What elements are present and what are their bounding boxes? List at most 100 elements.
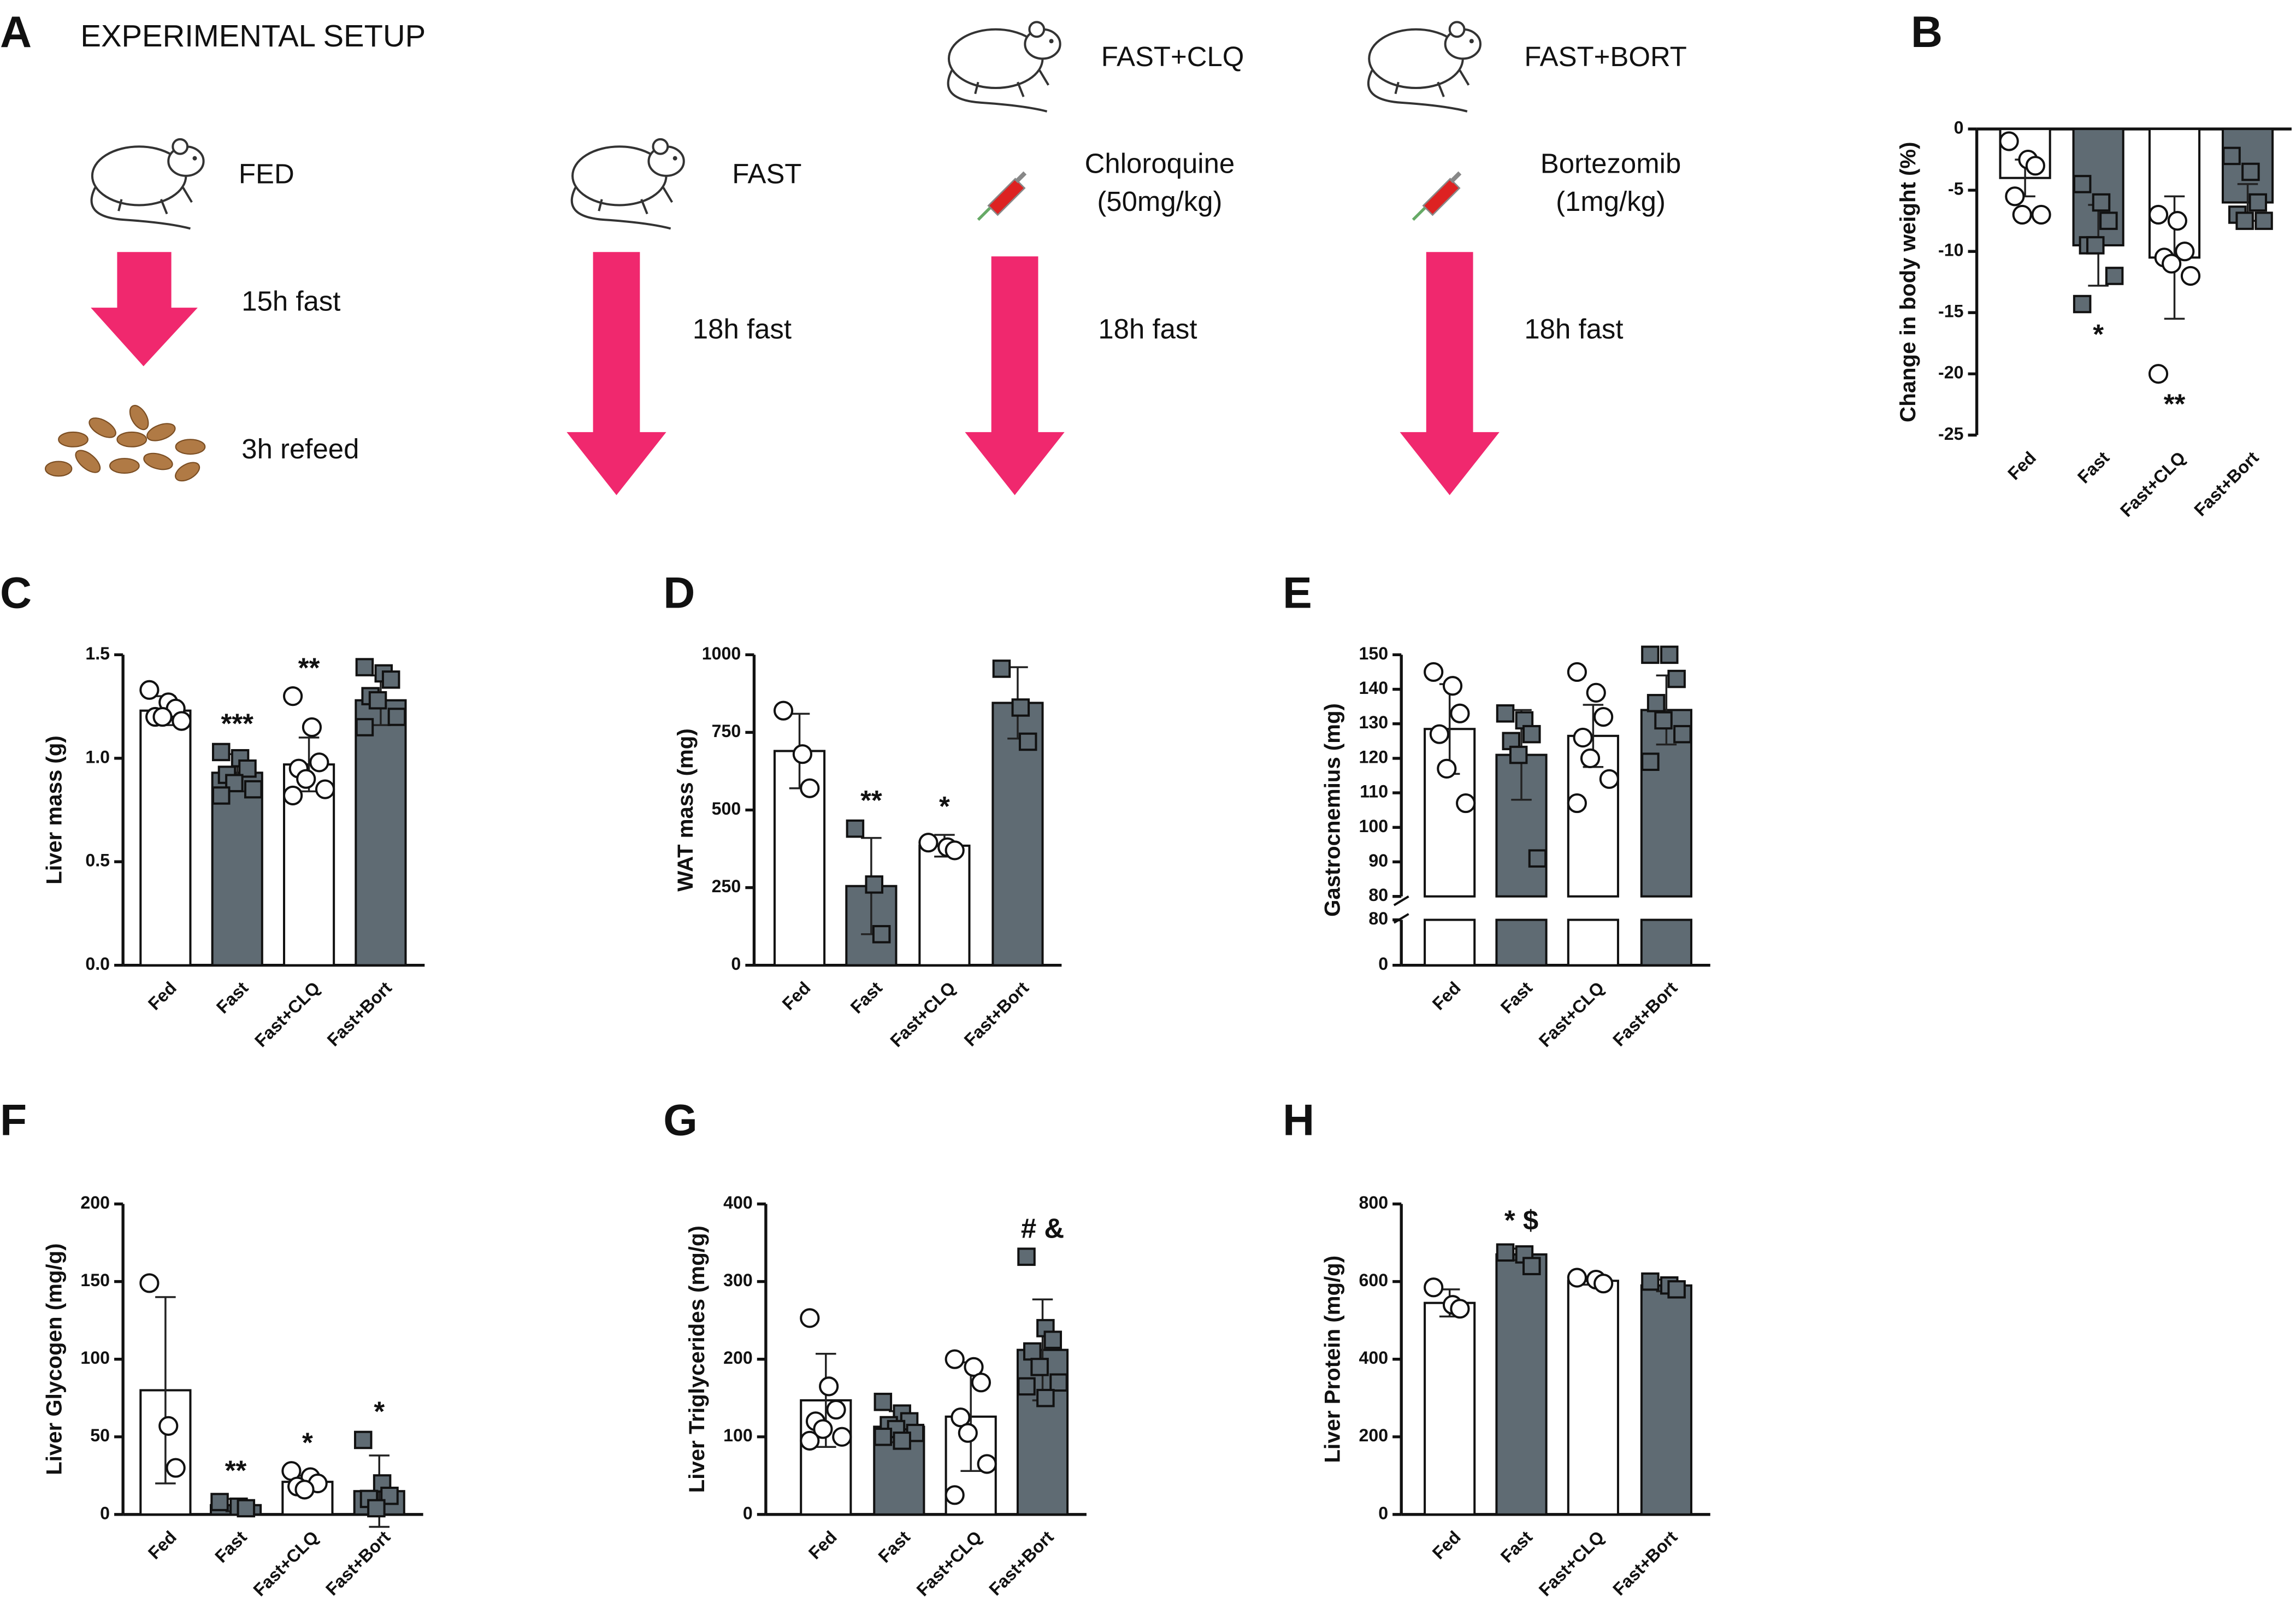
y-tick-label: 150 <box>1359 644 1388 663</box>
y-tick-label: 110 <box>1360 782 1388 802</box>
x-tick-label: Fed <box>778 978 814 1014</box>
panel-letter: B <box>1911 8 1943 57</box>
y-tick-label: -5 <box>1948 179 1964 199</box>
data-point <box>951 1407 971 1428</box>
data-point <box>977 1454 997 1474</box>
y-tick-label: 0 <box>731 954 741 974</box>
mouse-icon <box>948 22 1060 111</box>
y-tick-label: 100 <box>723 1425 753 1445</box>
chart: D WAT mass (mg) 0 250 500 750 1000 Fed ** Fast * Fa… <box>663 568 1062 1051</box>
data-point <box>1018 732 1037 751</box>
y-tick-label: 1000 <box>702 644 741 663</box>
data-point <box>368 691 387 710</box>
x-tick-label: Fast+CLQ <box>913 1527 985 1600</box>
significance-label: ** <box>225 1455 247 1486</box>
data-point <box>1673 724 1692 744</box>
data-point <box>1641 645 1660 664</box>
y-tick-label: 140 <box>1359 678 1388 698</box>
data-point <box>172 711 192 731</box>
data-point <box>315 779 335 799</box>
data-point <box>826 1399 846 1420</box>
axis-break <box>1393 895 1409 924</box>
y-tick-label: -20 <box>1938 363 1963 382</box>
x-tick-label: Fast+Bort <box>2190 447 2262 520</box>
data-point <box>958 1423 978 1443</box>
chart: H Liver Protein (mg/g) 0 200 400 600 800 Fed * $… <box>1283 1095 1710 1600</box>
x-tick-label: Fast+CLQ <box>1535 978 1608 1051</box>
data-point <box>1424 662 1444 682</box>
panel-letter: A <box>0 8 32 57</box>
data-point <box>792 744 812 764</box>
y-tick-label: 150 <box>80 1270 110 1290</box>
data-point <box>387 708 406 726</box>
data-point <box>367 1499 386 1518</box>
significance-label: # & <box>1021 1212 1064 1244</box>
bar <box>1640 918 1692 967</box>
data-point <box>283 785 303 806</box>
bar <box>1640 1284 1692 1516</box>
data-point <box>2105 267 2124 285</box>
bar <box>211 771 263 967</box>
fast-label: 18h fast <box>1098 313 1197 344</box>
y-tick-label: -25 <box>1938 424 1963 444</box>
panel-letter: G <box>663 1095 698 1145</box>
data-point <box>237 1499 256 1518</box>
data-point <box>1667 669 1686 688</box>
data-point <box>2235 211 2254 230</box>
y-tick-label: 0 <box>743 1503 753 1523</box>
data-point <box>2025 156 2045 176</box>
significance-label: * $ <box>1504 1204 1538 1235</box>
data-point <box>1593 1274 1614 1294</box>
data-point <box>302 717 322 738</box>
y-tick-label: 0 <box>100 1503 110 1523</box>
x-tick-label: Fed <box>2004 447 2040 484</box>
y-tick-label: 0 <box>1954 118 1964 138</box>
x-tick-label: Fast <box>1497 977 1536 1017</box>
data-point <box>1641 752 1660 771</box>
x-tick-label: Fast+CLQ <box>2116 447 2189 520</box>
data-point <box>945 840 965 861</box>
data-point <box>865 875 884 894</box>
data-point <box>971 1372 991 1393</box>
data-point <box>381 670 400 689</box>
y-tick-label: 130 <box>1359 712 1388 732</box>
data-point <box>152 706 173 727</box>
significance-label: ** <box>2164 388 2186 420</box>
y-tick-label: 100 <box>1359 816 1388 836</box>
y-tick-label: 1.5 <box>85 644 110 663</box>
data-point <box>212 786 231 805</box>
data-point <box>2005 186 2025 207</box>
data-point <box>2222 146 2241 166</box>
arrows <box>91 252 1500 496</box>
data-point <box>945 1485 965 1505</box>
y-tick-label: 100 <box>80 1348 110 1368</box>
bar <box>1424 918 1476 967</box>
data-point <box>2148 364 2169 384</box>
x-tick-label: Fast <box>2074 447 2113 487</box>
x-tick-label: Fast <box>213 977 252 1017</box>
y-axis-label: Liver Protein (mg/g) <box>1320 1256 1345 1463</box>
data-point <box>819 1376 839 1397</box>
data-point <box>872 925 891 944</box>
x-tick-label: Fast+CLQ <box>251 978 323 1051</box>
y-tick-label: 400 <box>1359 1348 1388 1368</box>
syringe-icon <box>978 173 1025 220</box>
bar <box>139 709 192 967</box>
y-axis-label: Liver Glycogen (mg/g) <box>42 1244 66 1475</box>
data-point <box>1522 724 1541 744</box>
x-tick-label: Fed <box>1429 978 1465 1014</box>
y-tick-label: 200 <box>80 1193 110 1212</box>
mouse-icon <box>92 139 204 229</box>
x-tick-label: Fast+CLQ <box>1535 1527 1608 1600</box>
data-point <box>309 752 329 773</box>
data-point <box>800 778 820 798</box>
data-point <box>2162 254 2182 274</box>
y-tick-label: 200 <box>723 1348 753 1368</box>
data-point <box>832 1427 852 1447</box>
chart: C Liver mass (g) 0.0 0.5 1.0 1.5 Fed *** Fast ** F… <box>0 568 425 1051</box>
significance-label: ** <box>860 785 882 816</box>
data-point <box>2073 294 2092 314</box>
y-tick-label: 400 <box>723 1193 753 1212</box>
